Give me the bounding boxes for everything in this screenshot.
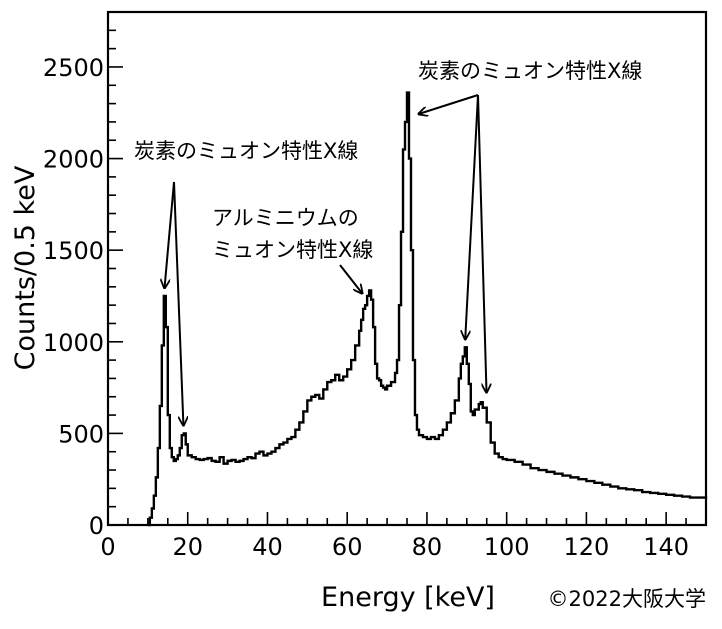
annotation-aluminum-line1: アルミニウムの: [212, 206, 359, 230]
annotation-arrow: [339, 264, 362, 293]
y-tick-label: 1500: [43, 237, 104, 265]
annotation-arrow: [173, 181, 183, 425]
y-tick-label: 2000: [43, 146, 104, 174]
x-tick-label: 40: [252, 533, 283, 561]
copyright-credit: ©2022大阪大学: [548, 587, 706, 611]
plot-frame: [106, 10, 708, 527]
annotation-arrows: [165, 94, 487, 425]
histogram-series-line: [147, 91, 708, 527]
axis-ticks: [107, 11, 707, 526]
x-tick-label: 20: [172, 533, 203, 561]
y-tick-label: 500: [58, 420, 104, 448]
y-tick-label: 0: [89, 512, 104, 540]
x-tick-label: 140: [643, 533, 689, 561]
annotation-arrow: [165, 181, 175, 288]
annotation-carbon-left: 炭素のミュオン特性X線: [134, 139, 358, 163]
x-tick-label: 120: [563, 533, 609, 561]
annotation-arrow: [419, 94, 479, 114]
annotation-aluminum-line2: ミュオン特性X線: [212, 238, 373, 262]
x-tick-label: 60: [332, 533, 363, 561]
x-tick-label: 100: [484, 533, 530, 561]
annotation-arrow: [465, 94, 479, 339]
y-axis-title: Counts/0.5 keV: [10, 165, 41, 370]
x-tick-label: 0: [100, 533, 115, 561]
y-tick-label: 1000: [43, 329, 104, 357]
annotation-arrow: [477, 94, 487, 392]
annotation-carbon-right: 炭素のミュオン特性X線: [418, 59, 642, 83]
x-tick-label: 80: [412, 533, 443, 561]
tick-labels: 0 20 40 60 80 100 120 140 0 500 1000 1500 2000 2500: [43, 54, 689, 561]
y-tick-label: 2500: [43, 54, 104, 82]
x-axis-title: Energy [keV]: [321, 582, 495, 613]
